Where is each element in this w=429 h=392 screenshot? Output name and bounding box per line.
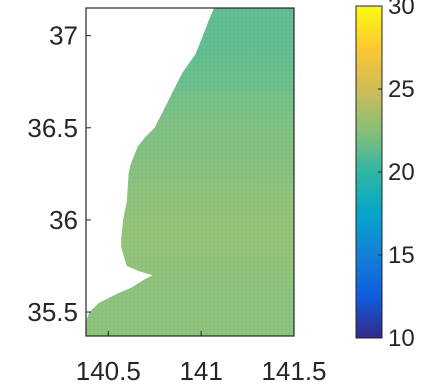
y-tick-label: 35.5 [27,297,78,327]
x-tick-label: 141.5 [261,356,326,386]
axes-frame [85,7,295,337]
y-tick-label: 37 [49,21,78,51]
colorbar-gradient [355,5,383,339]
colorbar-tick-label: 20 [388,159,415,186]
colorbar-tick-label: 15 [388,242,415,269]
colorbar-tick-label: 10 [388,325,415,352]
colorbar: 10 15 20 25 30 [355,0,415,352]
colorbar-tick-label: 30 [388,0,415,20]
colorbar-tick-label: 25 [388,76,415,103]
x-tick-label: 141 [179,356,222,386]
x-axis: 140.5 141 141.5 [76,331,327,386]
x-tick-label: 140.5 [76,356,141,386]
heatmap-plot [85,7,295,337]
y-tick-label: 36.5 [27,113,78,143]
y-axis: 35.5 36 36.5 37 [27,21,91,327]
y-tick-label: 36 [49,205,78,235]
